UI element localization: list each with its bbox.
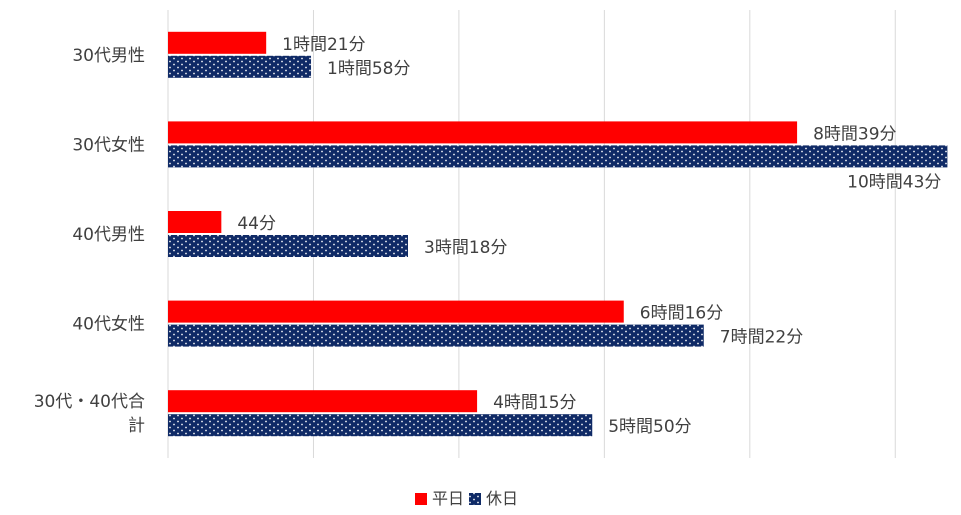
bar-weekday: [168, 211, 222, 233]
data-label-holiday: 3時間18分: [424, 238, 507, 258]
bar-weekday: [168, 121, 798, 144]
data-label-weekday: 1時間21分: [282, 35, 365, 55]
gridlines: [167, 10, 896, 458]
data-label-holiday: 1時間58分: [327, 59, 410, 79]
bar-holiday: [168, 324, 704, 347]
category-label: 30代・40代合: [34, 392, 145, 412]
data-label-holiday: 7時間22分: [720, 328, 803, 348]
category-label: 40代女性: [72, 315, 145, 335]
bars: [168, 31, 948, 437]
data-label-weekday: 4時間15分: [493, 393, 576, 413]
bar-weekday: [168, 300, 624, 323]
bar-holiday: [168, 235, 408, 257]
legend-label-holiday: 休日: [486, 489, 518, 508]
bar-holiday: [168, 55, 312, 78]
category-label: 40代男性: [72, 225, 145, 245]
legend-label-weekday: 平日: [432, 489, 464, 508]
category-label: 30代女性: [72, 135, 145, 155]
data-label-weekday: 8時間39分: [813, 124, 896, 144]
bar-holiday: [168, 414, 593, 437]
data-label-holiday: 10時間43分: [847, 172, 941, 192]
category-label: 計: [128, 416, 145, 436]
legend: 平日 休日: [415, 489, 518, 508]
bar-weekday: [168, 390, 478, 413]
data-labels: 1時間21分 1時間58分 8時間39分 10時間43分 44分 3時間18分 6時間16分…: [237, 35, 941, 437]
data-label-holiday: 5時間50分: [608, 417, 691, 437]
legend-swatch-holiday: [469, 493, 481, 505]
category-label: 30代男性: [72, 46, 145, 66]
data-label-weekday: 6時間16分: [640, 304, 723, 324]
legend-swatch-weekday: [415, 493, 427, 505]
bar-weekday: [168, 31, 267, 54]
bar-holiday: [168, 145, 948, 168]
data-label-weekday: 44分: [237, 214, 276, 234]
